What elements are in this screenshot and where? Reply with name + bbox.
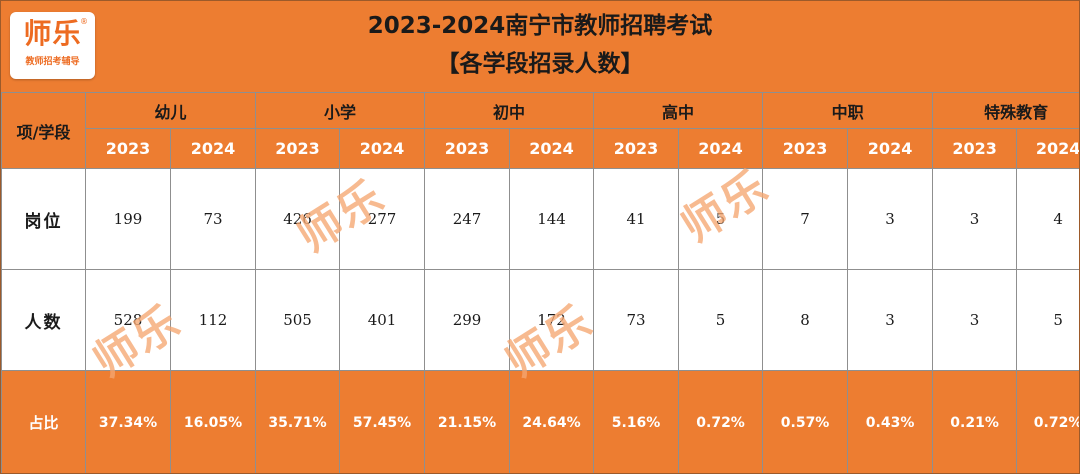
table-cell: 277 bbox=[339, 168, 426, 270]
table-cell: 0.72% bbox=[1016, 370, 1079, 473]
row-label: 人数 bbox=[1, 269, 86, 371]
stage-header: 特殊教育 bbox=[932, 92, 1079, 129]
logo-subtext: 教师招考辅导 bbox=[25, 57, 80, 67]
stage-header: 幼儿 bbox=[84, 92, 257, 129]
year-header: 2024 bbox=[339, 128, 426, 169]
table-cell: 3 bbox=[932, 168, 1018, 270]
brand-logo: ® 师乐 教师招考辅导 bbox=[10, 12, 95, 79]
stage-header: 初中 bbox=[424, 92, 595, 129]
table-cell: 21.15% bbox=[424, 370, 511, 473]
table-cell: 3 bbox=[847, 168, 934, 270]
year-header: 2024 bbox=[509, 128, 595, 169]
table-row-ratio: 占比 37.34% 16.05% 35.71% 57.45% 21.15% 24… bbox=[1, 370, 1079, 473]
table-cell: 73 bbox=[593, 269, 680, 371]
table-cell: 0.21% bbox=[932, 370, 1018, 473]
table-cell: 5 bbox=[1016, 269, 1079, 371]
row-label: 岗位 bbox=[1, 168, 86, 270]
logo-mark-text: 师乐 bbox=[23, 17, 82, 50]
table-cell: 3 bbox=[932, 269, 1018, 371]
table-cell: 5 bbox=[678, 269, 764, 371]
table-cell: 73 bbox=[169, 168, 257, 270]
year-header: 2024 bbox=[678, 128, 764, 169]
registered-mark: ® bbox=[80, 17, 88, 26]
table-cell: 199 bbox=[85, 168, 171, 270]
table-cell: 0.72% bbox=[678, 370, 764, 473]
table-cell: 426 bbox=[255, 168, 341, 270]
stage-header: 高中 bbox=[593, 92, 764, 129]
stage-header: 中职 bbox=[762, 92, 934, 129]
table-cell: 5.16% bbox=[593, 370, 680, 473]
table-row-positions: 岗位 199 73 426 277 247 144 41 5 7 3 3 4 bbox=[1, 168, 1079, 270]
header-banner: ® 师乐 教师招考辅导 2023-2024南宁市教师招聘考试 【各学段招录人数】 bbox=[1, 1, 1079, 93]
table-cell: 401 bbox=[339, 269, 426, 371]
table-cell: 16.05% bbox=[169, 370, 257, 473]
table-cell: 299 bbox=[424, 269, 511, 371]
table-cell: 528 bbox=[85, 269, 171, 371]
recruitment-table: 项/学段 幼儿 小学 初中 高中 中职 特殊教育 2023 2024 2023 … bbox=[1, 92, 1079, 473]
table-cell: 3 bbox=[847, 269, 934, 371]
year-header: 2024 bbox=[169, 128, 257, 169]
table-cell: 24.64% bbox=[509, 370, 595, 473]
year-header: 2023 bbox=[255, 128, 341, 169]
year-header: 2023 bbox=[762, 128, 849, 169]
year-header: 2024 bbox=[847, 128, 934, 169]
table-cell: 144 bbox=[509, 168, 595, 270]
year-header: 2023 bbox=[85, 128, 171, 169]
year-header-row: 2023 2024 2023 2024 2023 2024 2023 2024 … bbox=[2, 128, 1079, 169]
table-cell: 247 bbox=[424, 168, 511, 270]
stage-header-row: 项/学段 幼儿 小学 初中 高中 中职 特殊教育 bbox=[1, 92, 1079, 169]
table-row-people: 人数 528 112 505 401 299 172 73 5 8 3 3 5 bbox=[1, 269, 1079, 371]
table-cell: 37.34% bbox=[85, 370, 171, 473]
table-cell: 505 bbox=[255, 269, 341, 371]
year-header: 2024 bbox=[1016, 128, 1079, 169]
year-header: 2023 bbox=[593, 128, 680, 169]
table-cell: 5 bbox=[678, 168, 764, 270]
year-header: 2023 bbox=[424, 128, 511, 169]
table-cell: 41 bbox=[593, 168, 680, 270]
table-cell: 112 bbox=[169, 269, 257, 371]
stage-header: 小学 bbox=[255, 92, 426, 129]
table-cell: 0.57% bbox=[762, 370, 849, 473]
table-cell: 35.71% bbox=[255, 370, 341, 473]
table-cell: 0.43% bbox=[847, 370, 934, 473]
table-cell: 57.45% bbox=[339, 370, 426, 473]
table-cell: 8 bbox=[762, 269, 849, 371]
table-cell: 7 bbox=[762, 168, 849, 270]
table-cell: 4 bbox=[1016, 168, 1079, 270]
table-cell: 172 bbox=[509, 269, 595, 371]
row-label: 占比 bbox=[1, 370, 86, 473]
page-subtitle: 【各学段招录人数】 bbox=[436, 51, 644, 77]
corner-label: 项/学段 bbox=[1, 92, 86, 169]
year-header: 2023 bbox=[932, 128, 1018, 169]
page-title: 2023-2024南宁市教师招聘考试 bbox=[367, 13, 713, 39]
